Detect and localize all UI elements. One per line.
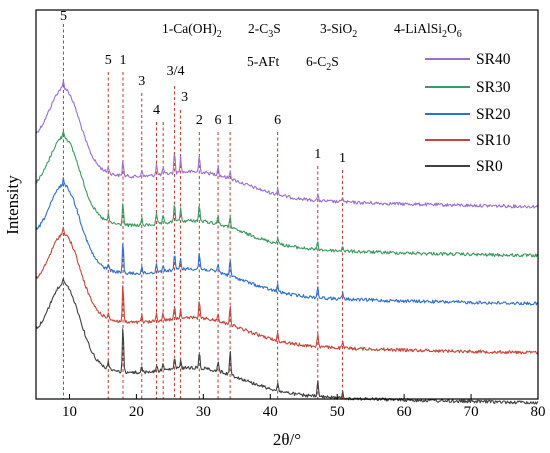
series-layer xyxy=(35,80,539,405)
legend-label-sr0: SR0 xyxy=(476,158,503,175)
x-tick-label-30: 30 xyxy=(196,404,211,420)
peak-label: 1 xyxy=(339,151,346,166)
peak-label: 1 xyxy=(227,113,234,128)
series-line-sr20 xyxy=(35,176,539,306)
x-tick-label-50: 50 xyxy=(330,404,345,420)
peak-label: 5 xyxy=(60,9,67,24)
legend: SR40 SR30 SR20 SR10 SR0 xyxy=(425,51,511,175)
series-line-sr30 xyxy=(35,131,539,258)
phase-key-item: 5-AFt xyxy=(247,54,280,69)
legend-label-sr10: SR10 xyxy=(476,132,511,149)
peak-label: 1 xyxy=(120,53,127,68)
x-axis-ticks: 10 20 30 40 50 60 70 80 xyxy=(62,394,546,420)
x-tick-label-20: 20 xyxy=(129,404,144,420)
legend-label-sr30: SR30 xyxy=(476,79,511,96)
x-tick-label-70: 70 xyxy=(464,404,479,420)
x-tick-label-10: 10 xyxy=(62,404,77,420)
x-tick-label-60: 60 xyxy=(397,404,412,420)
peak-label: 3/4 xyxy=(167,64,185,79)
plot-frame xyxy=(35,9,539,400)
phase-key-item: 6-C2S xyxy=(306,54,339,73)
phase-key-item: 1-Ca(OH)2 xyxy=(162,21,222,40)
x-tick-label-40: 40 xyxy=(263,404,278,420)
legend-label-sr40: SR40 xyxy=(476,51,511,68)
peak-label: 1 xyxy=(314,147,321,162)
series-line-sr0 xyxy=(35,278,539,405)
phase-key: 1-Ca(OH)2 2-C3S 3-SiO2 4-LiAlSi2O6 5-AFt 6-C2… xyxy=(162,21,462,73)
peak-marker-lines xyxy=(62,24,344,399)
peak-label: 2 xyxy=(196,113,203,128)
peak-label: 5 xyxy=(105,53,112,68)
series-line-sr10 xyxy=(35,226,539,355)
phase-key-item: 3-SiO2 xyxy=(320,21,357,40)
phase-key-item: 4-LiAlSi2O6 xyxy=(394,21,462,40)
peak-label: 6 xyxy=(274,113,281,128)
peak-label: 3 xyxy=(138,74,145,89)
y-axis-title: Intensity xyxy=(3,175,22,235)
x-tick-label-80: 80 xyxy=(531,404,546,420)
legend-label-sr20: SR20 xyxy=(476,106,511,123)
peak-label: 4 xyxy=(153,103,160,118)
x-axis-title: 2θ/° xyxy=(273,430,301,449)
series-line-sr40 xyxy=(35,80,539,209)
peak-label: 6 xyxy=(215,113,222,128)
phase-key-item: 2-C3S xyxy=(248,21,281,40)
peak-label: 3 xyxy=(181,90,188,105)
